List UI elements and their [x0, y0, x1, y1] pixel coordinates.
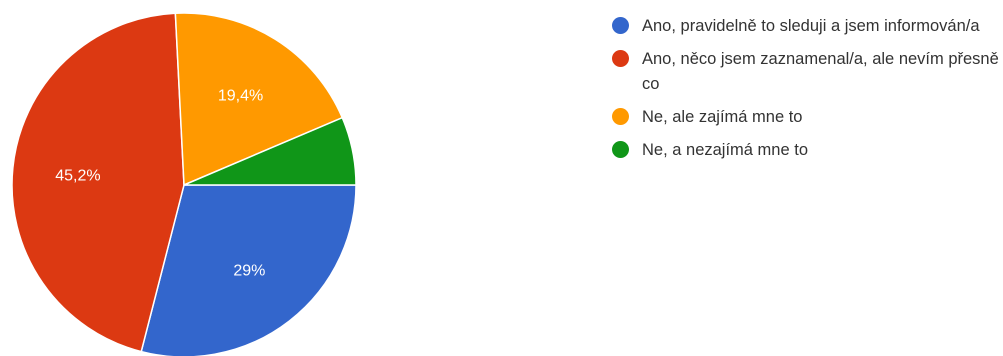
legend-item-2[interactable]: Ne, ale zajímá mne to [612, 105, 1003, 130]
slice-value-label-1: 45,2% [55, 167, 100, 184]
slice-value-label-0: 29% [233, 262, 265, 279]
legend-swatch-blue [612, 17, 629, 34]
legend-swatch-green [612, 141, 629, 158]
legend-swatch-orange [612, 108, 629, 125]
pie-slice-3[interactable] [183, 116, 357, 186]
legend-label: Ne, ale zajímá mne to [642, 108, 803, 126]
legend-label: Ano, pravidelně to sleduji a jsem inform… [642, 17, 980, 35]
pie-slice-1[interactable] [11, 12, 185, 353]
legend-swatch-red [612, 50, 629, 67]
legend-item-1[interactable]: Ano, něco jsem zaznamenal/a, ale nevím p… [612, 47, 1003, 97]
pie-slice-2[interactable] [174, 12, 344, 187]
slice-value-label-2: 19,4% [218, 88, 263, 105]
pie-slice-0[interactable] [140, 184, 357, 356]
legend-item-0[interactable]: Ano, pravidelně to sleduji a jsem inform… [612, 14, 1003, 39]
legend-label: Ano, něco jsem zaznamenal/a, ale nevím p… [642, 50, 999, 93]
legend-label: Ne, a nezajímá mne to [642, 141, 808, 159]
chart-legend: Ano, pravidelně to sleduji a jsem inform… [612, 14, 1003, 171]
legend-item-3[interactable]: Ne, a nezajímá mne to [612, 138, 1003, 163]
